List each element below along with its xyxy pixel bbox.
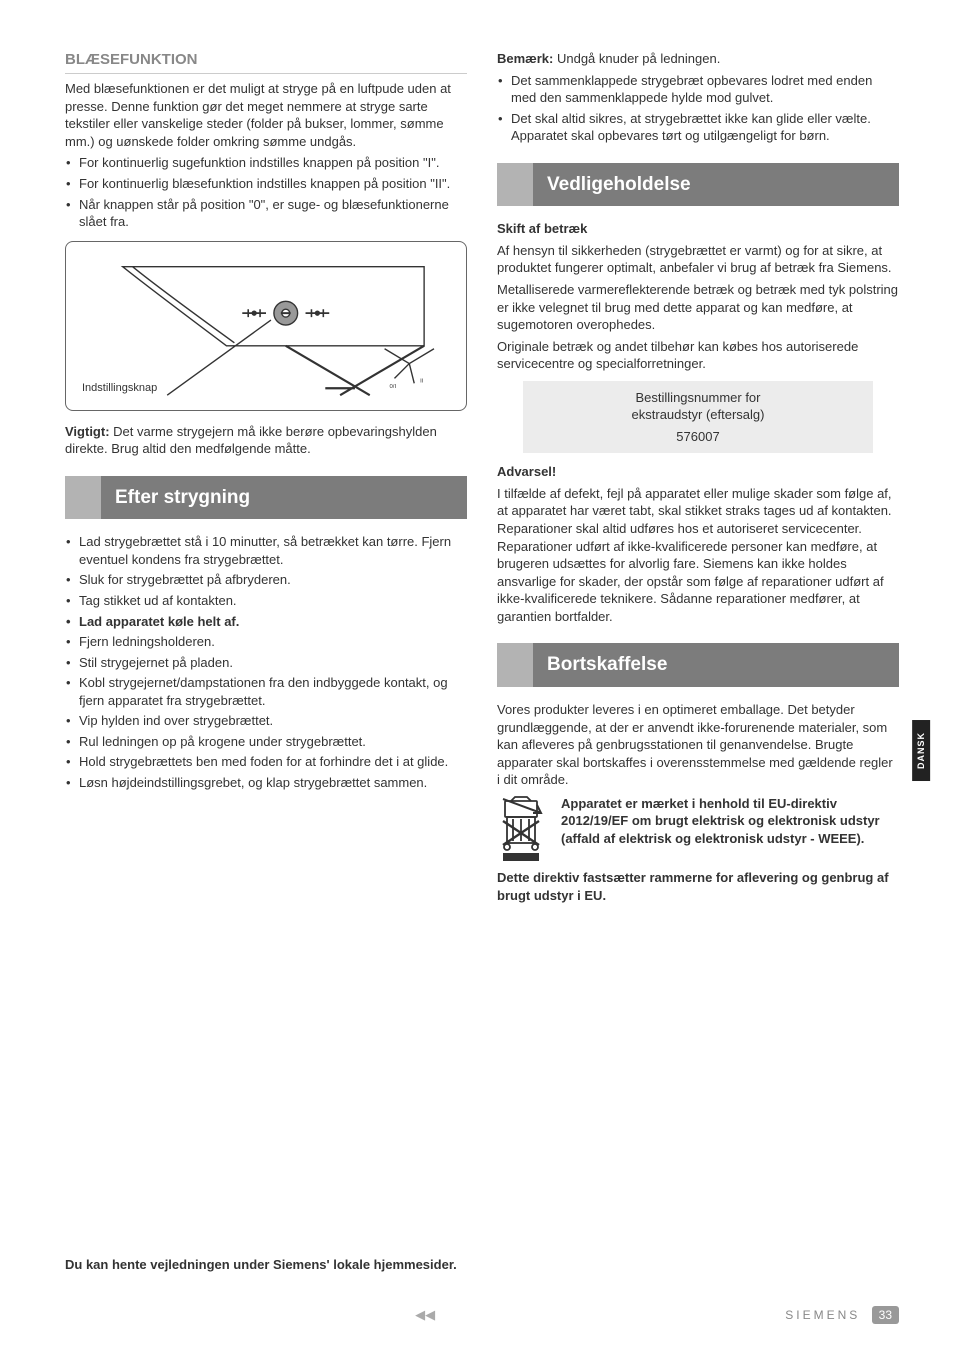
section-heading-blaese: BLÆSEFUNKTION — [65, 50, 467, 70]
section-bar-bort: Bortskaffelse — [497, 643, 899, 687]
svg-text:0/I: 0/I — [390, 384, 397, 390]
divider — [65, 73, 467, 74]
svg-text:II: II — [420, 378, 424, 384]
weee-text-2: Dette direktiv fastsætter rammerne for a… — [497, 869, 899, 904]
list-item: Løsn højdeindstillingsgrebet, og klap st… — [65, 774, 467, 792]
download-note: Du kan hente vejledningen under Siemens'… — [65, 1256, 457, 1274]
skift-p2: Metalliserede varmereflekterende betræk … — [497, 281, 899, 334]
page-number: 33 — [872, 1306, 899, 1324]
list-item: Kobl strygejernet/dampstationen fra den … — [65, 674, 467, 709]
order-box: Bestillingsnummer for ekstraudstyr (efte… — [523, 381, 873, 454]
weee-icon — [497, 795, 551, 870]
list-item: Når knappen står på position "0", er sug… — [65, 196, 467, 231]
list-item: For kontinuerlig sugefunktion indstilles… — [65, 154, 467, 172]
section-title: Vedligeholdelse — [533, 163, 899, 207]
footer-brand: SIEMENS — [785, 1308, 860, 1322]
bemaerk-note: Bemærk: Undgå knuder på ledningen. — [497, 50, 899, 68]
list-item: Sluk for strygebrættet på afbryderen. — [65, 571, 467, 589]
section-title: Efter strygning — [101, 476, 467, 520]
list-item: Rul ledningen op på krogene under stryge… — [65, 733, 467, 751]
skift-p1: Af hensyn til sikkerheden (strygebrættet… — [497, 242, 899, 277]
bemaerk-label: Bemærk: — [497, 51, 553, 66]
order-line2: ekstraudstyr (eftersalg) — [533, 406, 863, 424]
figure-ironing-board: II 0/I Indstillingsknap — [65, 241, 467, 411]
bemaerk-text: Undgå knuder på ledningen. — [553, 51, 720, 66]
figure-label: Indstillingsknap — [82, 381, 157, 396]
advarsel-heading: Advarsel! — [497, 463, 899, 481]
weee-text-1: Apparatet er mærket i henhold til EU-dir… — [561, 795, 899, 870]
section-title: Bortskaffelse — [533, 643, 899, 687]
footer-arrows-icon: ◀◀ — [415, 1306, 435, 1324]
efter-list: Lad strygebrættet stå i 10 minutter, så … — [65, 533, 467, 791]
list-item: Fjern ledningsholderen. — [65, 633, 467, 651]
bemaerk-list: Det sammenklappede strygebræt opbevares … — [497, 72, 899, 145]
list-item: Hold strygebrættets ben med foden for at… — [65, 753, 467, 771]
section-bar-vedl: Vedligeholdelse — [497, 163, 899, 207]
order-number: 576007 — [533, 428, 863, 446]
skift-heading: Skift af betræk — [497, 220, 899, 238]
list-item: Stil strygejernet på pladen. — [65, 654, 467, 672]
skift-p3: Originale betræk og andet tilbehør kan k… — [497, 338, 899, 373]
list-item: Vip hylden ind over strygebrættet. — [65, 712, 467, 730]
order-line1: Bestillingsnummer for — [533, 389, 863, 407]
blaese-list: For kontinuerlig sugefunktion indstilles… — [65, 154, 467, 230]
section-bar-efter: Efter strygning — [65, 476, 467, 520]
vigtigt-label: Vigtigt: — [65, 424, 110, 439]
blaese-paragraph: Med blæsefunktionen er det muligt at str… — [65, 80, 467, 150]
bort-paragraph: Vores produkter leveres i en optimeret e… — [497, 701, 899, 789]
language-tab: DANSK — [912, 720, 930, 781]
vigtigt-note: Vigtigt: Det varme strygejern må ikke be… — [65, 423, 467, 458]
list-item: Det sammenklappede strygebræt opbevares … — [497, 72, 899, 107]
list-item: Lad strygebrættet stå i 10 minutter, så … — [65, 533, 467, 568]
list-item: For kontinuerlig blæsefunktion indstille… — [65, 175, 467, 193]
list-item: Tag stikket ud af kontakten. — [65, 592, 467, 610]
advarsel-text: I tilfælde af defekt, fejl på apparatet … — [497, 485, 899, 625]
vigtigt-text: Det varme strygejern må ikke berøre opbe… — [65, 424, 437, 457]
list-item: Lad apparatet køle helt af. — [65, 613, 467, 631]
list-item: Det skal altid sikres, at strygebrættet … — [497, 110, 899, 145]
